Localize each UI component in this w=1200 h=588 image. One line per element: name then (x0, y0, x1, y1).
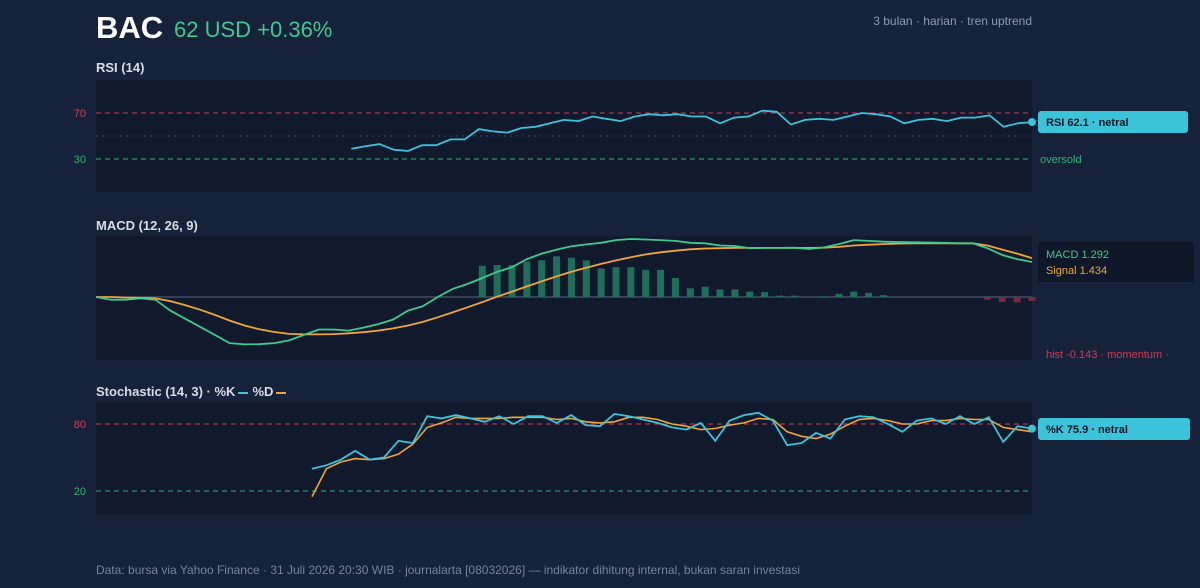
stoch-last-point (1028, 424, 1036, 433)
rsi-last-point (1028, 118, 1036, 127)
macd-hist-bar (790, 295, 798, 298)
macd-hist-bar (523, 261, 531, 297)
macd-hist-bar (850, 291, 858, 297)
macd-hist-bar (686, 288, 694, 297)
signal-line (96, 242, 1033, 336)
rsi-tick-30: 30 (74, 154, 86, 166)
macd-legend-box (1038, 242, 1194, 282)
chart-meta-info: 3 bulan · harian · tren uptrend (873, 14, 1032, 28)
stoch-badge-bg (1038, 418, 1190, 440)
macd-hist-bar (642, 269, 650, 297)
macd-panel-bg (96, 236, 1032, 360)
stoch-badge-text: %K 75.9 · netral (1046, 424, 1128, 436)
macd-hist-bar (508, 265, 516, 297)
stoch-panel-bg (96, 402, 1032, 514)
macd-hist-bar (716, 289, 724, 297)
macd-hist-bar (597, 268, 605, 297)
stoch-panel-title: Stochastic (14, 3) · %K %D (96, 384, 290, 399)
macd-hist-bar (746, 291, 754, 297)
macd-hist-bar (998, 297, 1006, 302)
macd-value-label: MACD 1.292 (1046, 249, 1109, 261)
macd-hist-bar (671, 278, 679, 297)
macd-hist-bar (701, 286, 709, 297)
price-change-quote: 62 USD +0.36% (174, 17, 333, 42)
macd-hist-bar (478, 265, 486, 297)
macd-hist-bar (835, 293, 843, 297)
rsi-line (351, 109, 1033, 152)
macd-hist-bar (820, 296, 828, 298)
macd-hist-bar (627, 267, 635, 297)
macd-hist-bar (761, 292, 769, 297)
d-legend-swatch (276, 391, 287, 394)
macd-hist-bar (612, 267, 620, 297)
macd-hist-bar (657, 269, 665, 297)
stoch-title-text: Stochastic (14, 3) · %K (96, 384, 236, 399)
d-legend-label: %D (252, 384, 274, 399)
macd-hist-bar (865, 292, 873, 297)
stoch-tick-80: 80 (74, 419, 86, 431)
macd-hist-bar (567, 257, 575, 297)
stoch-tick-20: 20 (74, 486, 86, 498)
macd-hist-bar (983, 297, 991, 300)
ticker-symbol: BAC (96, 10, 164, 45)
rsi-tick-70: 70 (74, 108, 86, 120)
macd-hist-bar (775, 295, 783, 298)
rsi-badge-text: RSI 62.1 · netral (1046, 117, 1129, 129)
rsi-panel-title: RSI (14) (96, 60, 145, 75)
rsi-badge-bg (1038, 111, 1188, 133)
hist-value-label: hist -0.143 · momentum · (1046, 349, 1169, 361)
signal-value-label: Signal 1.434 (1046, 265, 1107, 277)
macd-hist-bar (582, 260, 590, 297)
macd-hist-bar (879, 295, 887, 297)
macd-hist-bar (1013, 297, 1021, 303)
stoch-k-line (311, 411, 1033, 470)
footer-source-note: Data: bursa via Yahoo Finance · 31 Juli … (96, 563, 800, 577)
macd-hist-bar (731, 289, 739, 297)
k-legend-swatch (238, 391, 249, 394)
macd-hist-bar (493, 265, 501, 297)
macd-line (95, 238, 1033, 346)
macd-hist-bar (538, 260, 546, 297)
rsi-oversold-label: oversold (1040, 154, 1082, 166)
macd-hist-bar (1028, 297, 1036, 301)
macd-panel-title: MACD (12, 26, 9) (96, 218, 198, 233)
